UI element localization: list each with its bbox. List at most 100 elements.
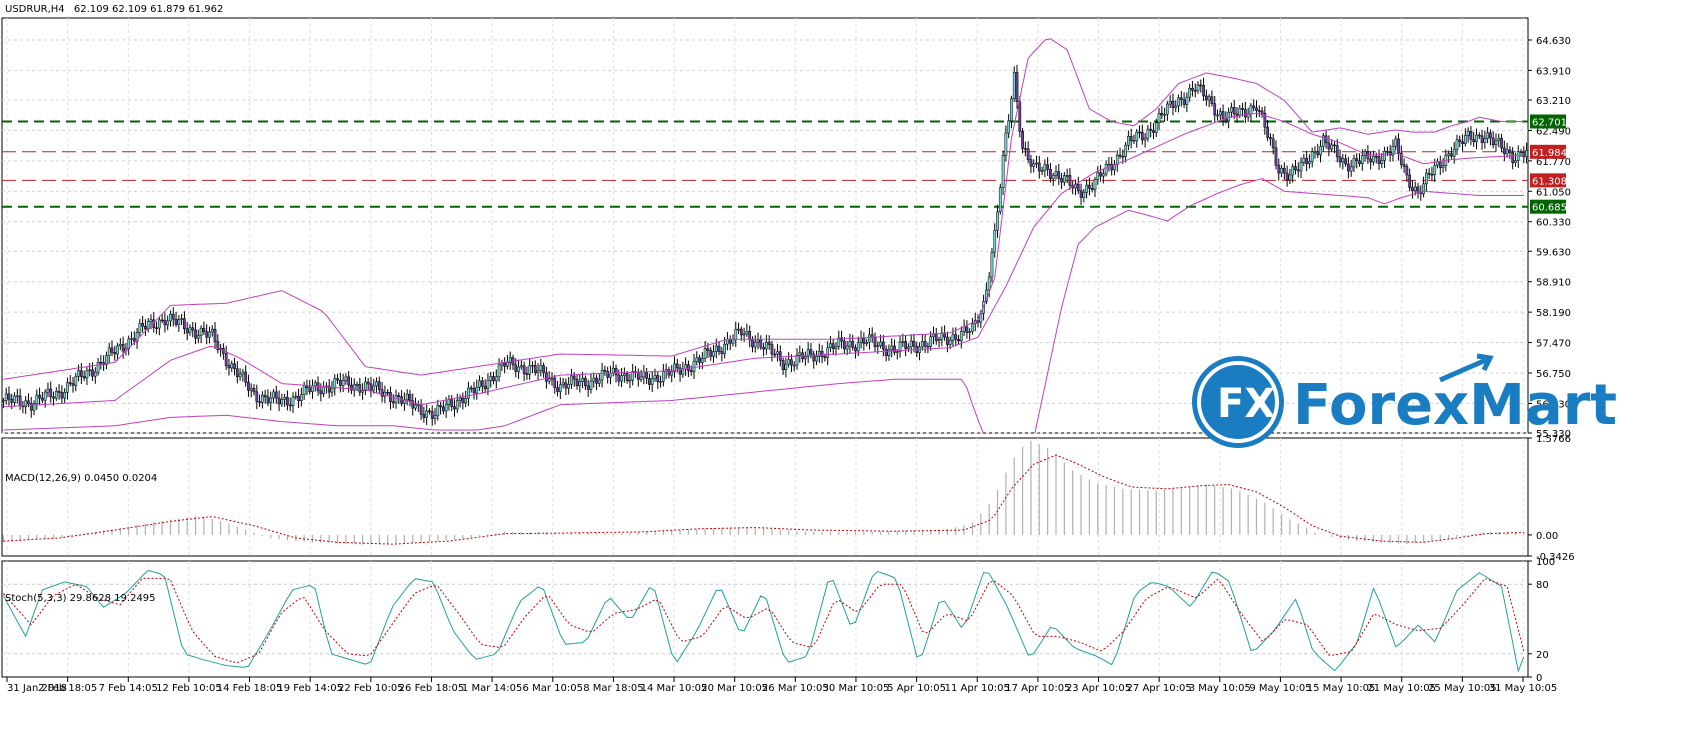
bull-candle bbox=[180, 318, 183, 320]
bull-candle bbox=[734, 328, 738, 340]
bear-candle bbox=[1015, 72, 1019, 103]
bear-candle bbox=[1358, 160, 1361, 164]
bear-candle bbox=[625, 373, 629, 381]
bull-candle bbox=[455, 400, 459, 410]
bull-candle bbox=[24, 400, 28, 408]
x-tick-label: 8 Mar 18:05 bbox=[583, 683, 643, 694]
bear-candle bbox=[319, 390, 323, 395]
bear-candle bbox=[160, 319, 164, 322]
bear-candle bbox=[1024, 148, 1027, 150]
bear-candle bbox=[1338, 156, 1342, 163]
bull-candle bbox=[948, 340, 952, 345]
bull-candle bbox=[1054, 171, 1058, 176]
bear-candle bbox=[227, 365, 231, 369]
bull-candle bbox=[578, 381, 582, 387]
bull-candle bbox=[879, 341, 882, 346]
bull-candle bbox=[1157, 113, 1161, 123]
bear-candle bbox=[141, 323, 144, 327]
bull-candle bbox=[817, 350, 821, 357]
bull-candle bbox=[135, 332, 139, 342]
bull-candle bbox=[355, 384, 359, 386]
bear-candle bbox=[1257, 110, 1261, 112]
bull-candle bbox=[845, 345, 849, 350]
bear-candle bbox=[1472, 139, 1476, 143]
bull-candle bbox=[506, 362, 509, 367]
bear-candle bbox=[1489, 132, 1492, 139]
bull-candle bbox=[1163, 113, 1166, 116]
bear-candle bbox=[1333, 144, 1336, 147]
bear-candle bbox=[38, 394, 41, 399]
x-tick-label: 31 Jan 2018 bbox=[7, 683, 67, 694]
bull-candle bbox=[383, 391, 387, 397]
bear-candle bbox=[1450, 153, 1453, 157]
bull-candle bbox=[1280, 167, 1283, 174]
bear-candle bbox=[1243, 109, 1247, 118]
y-tick-label: 56.030 bbox=[1536, 399, 1571, 410]
bull-candle bbox=[1188, 88, 1192, 98]
bear-candle bbox=[553, 377, 557, 388]
bull-candle bbox=[998, 187, 1002, 213]
bull-candle bbox=[826, 347, 830, 358]
bull-candle bbox=[458, 397, 462, 401]
bull-candle bbox=[993, 230, 997, 253]
bear-candle bbox=[1021, 131, 1024, 149]
bull-candle bbox=[920, 341, 924, 348]
bear-candle bbox=[564, 382, 568, 389]
bull-candle bbox=[1177, 97, 1180, 107]
bull-candle bbox=[210, 328, 214, 333]
bull-candle bbox=[1238, 108, 1242, 116]
bear-candle bbox=[957, 339, 960, 342]
bull-candle bbox=[1124, 144, 1127, 157]
bear-candle bbox=[893, 345, 896, 353]
bear-candle bbox=[369, 383, 373, 391]
bull-candle bbox=[539, 365, 543, 371]
bull-candle bbox=[375, 381, 378, 387]
bull-candle bbox=[1321, 135, 1325, 147]
bear-candle bbox=[1408, 174, 1412, 188]
bull-candle bbox=[561, 382, 565, 386]
bull-candle bbox=[1104, 163, 1108, 175]
bear-candle bbox=[247, 381, 250, 391]
bear-candle bbox=[1160, 113, 1164, 116]
bear-candle bbox=[174, 318, 178, 325]
bear-candle bbox=[1138, 131, 1141, 134]
bear-candle bbox=[912, 340, 916, 347]
bull-candle bbox=[1466, 131, 1470, 136]
bull-candle bbox=[592, 377, 596, 382]
bear-candle bbox=[586, 385, 590, 390]
bear-candle bbox=[411, 400, 415, 409]
bull-candle bbox=[567, 384, 571, 389]
bear-candle bbox=[1374, 155, 1378, 158]
bull-candle bbox=[199, 327, 203, 336]
level-tag bbox=[1530, 199, 1566, 214]
bear-candle bbox=[49, 388, 53, 398]
bear-candle bbox=[1416, 186, 1420, 193]
bull-candle bbox=[1299, 162, 1303, 172]
bull-candle bbox=[536, 370, 540, 374]
bull-candle bbox=[829, 343, 832, 349]
panel-frame bbox=[1, 17, 1529, 434]
bear-candle bbox=[288, 404, 292, 407]
bull-candle bbox=[1452, 149, 1456, 157]
bear-candle bbox=[1386, 151, 1389, 153]
bear-candle bbox=[709, 350, 713, 357]
bull-candle bbox=[96, 361, 100, 373]
bear-candle bbox=[778, 351, 782, 361]
x-tick-label: 9 May 10:05 bbox=[1249, 683, 1311, 694]
bear-candle bbox=[358, 384, 362, 393]
bear-candle bbox=[57, 390, 61, 393]
bear-candle bbox=[224, 353, 228, 366]
bull-candle bbox=[742, 333, 746, 336]
bear-candle bbox=[1232, 107, 1236, 115]
bear-candle bbox=[1029, 159, 1033, 167]
bull-candle bbox=[447, 399, 451, 405]
bull-candle bbox=[1230, 107, 1233, 113]
bull-candle bbox=[765, 341, 768, 350]
bull-candle bbox=[517, 366, 520, 372]
bear-candle bbox=[617, 374, 621, 382]
bear-candle bbox=[1221, 111, 1225, 119]
bear-candle bbox=[1026, 148, 1030, 160]
logo-circle-icon bbox=[1192, 356, 1284, 448]
bear-candle bbox=[1344, 158, 1347, 165]
bull-candle bbox=[1115, 154, 1119, 165]
